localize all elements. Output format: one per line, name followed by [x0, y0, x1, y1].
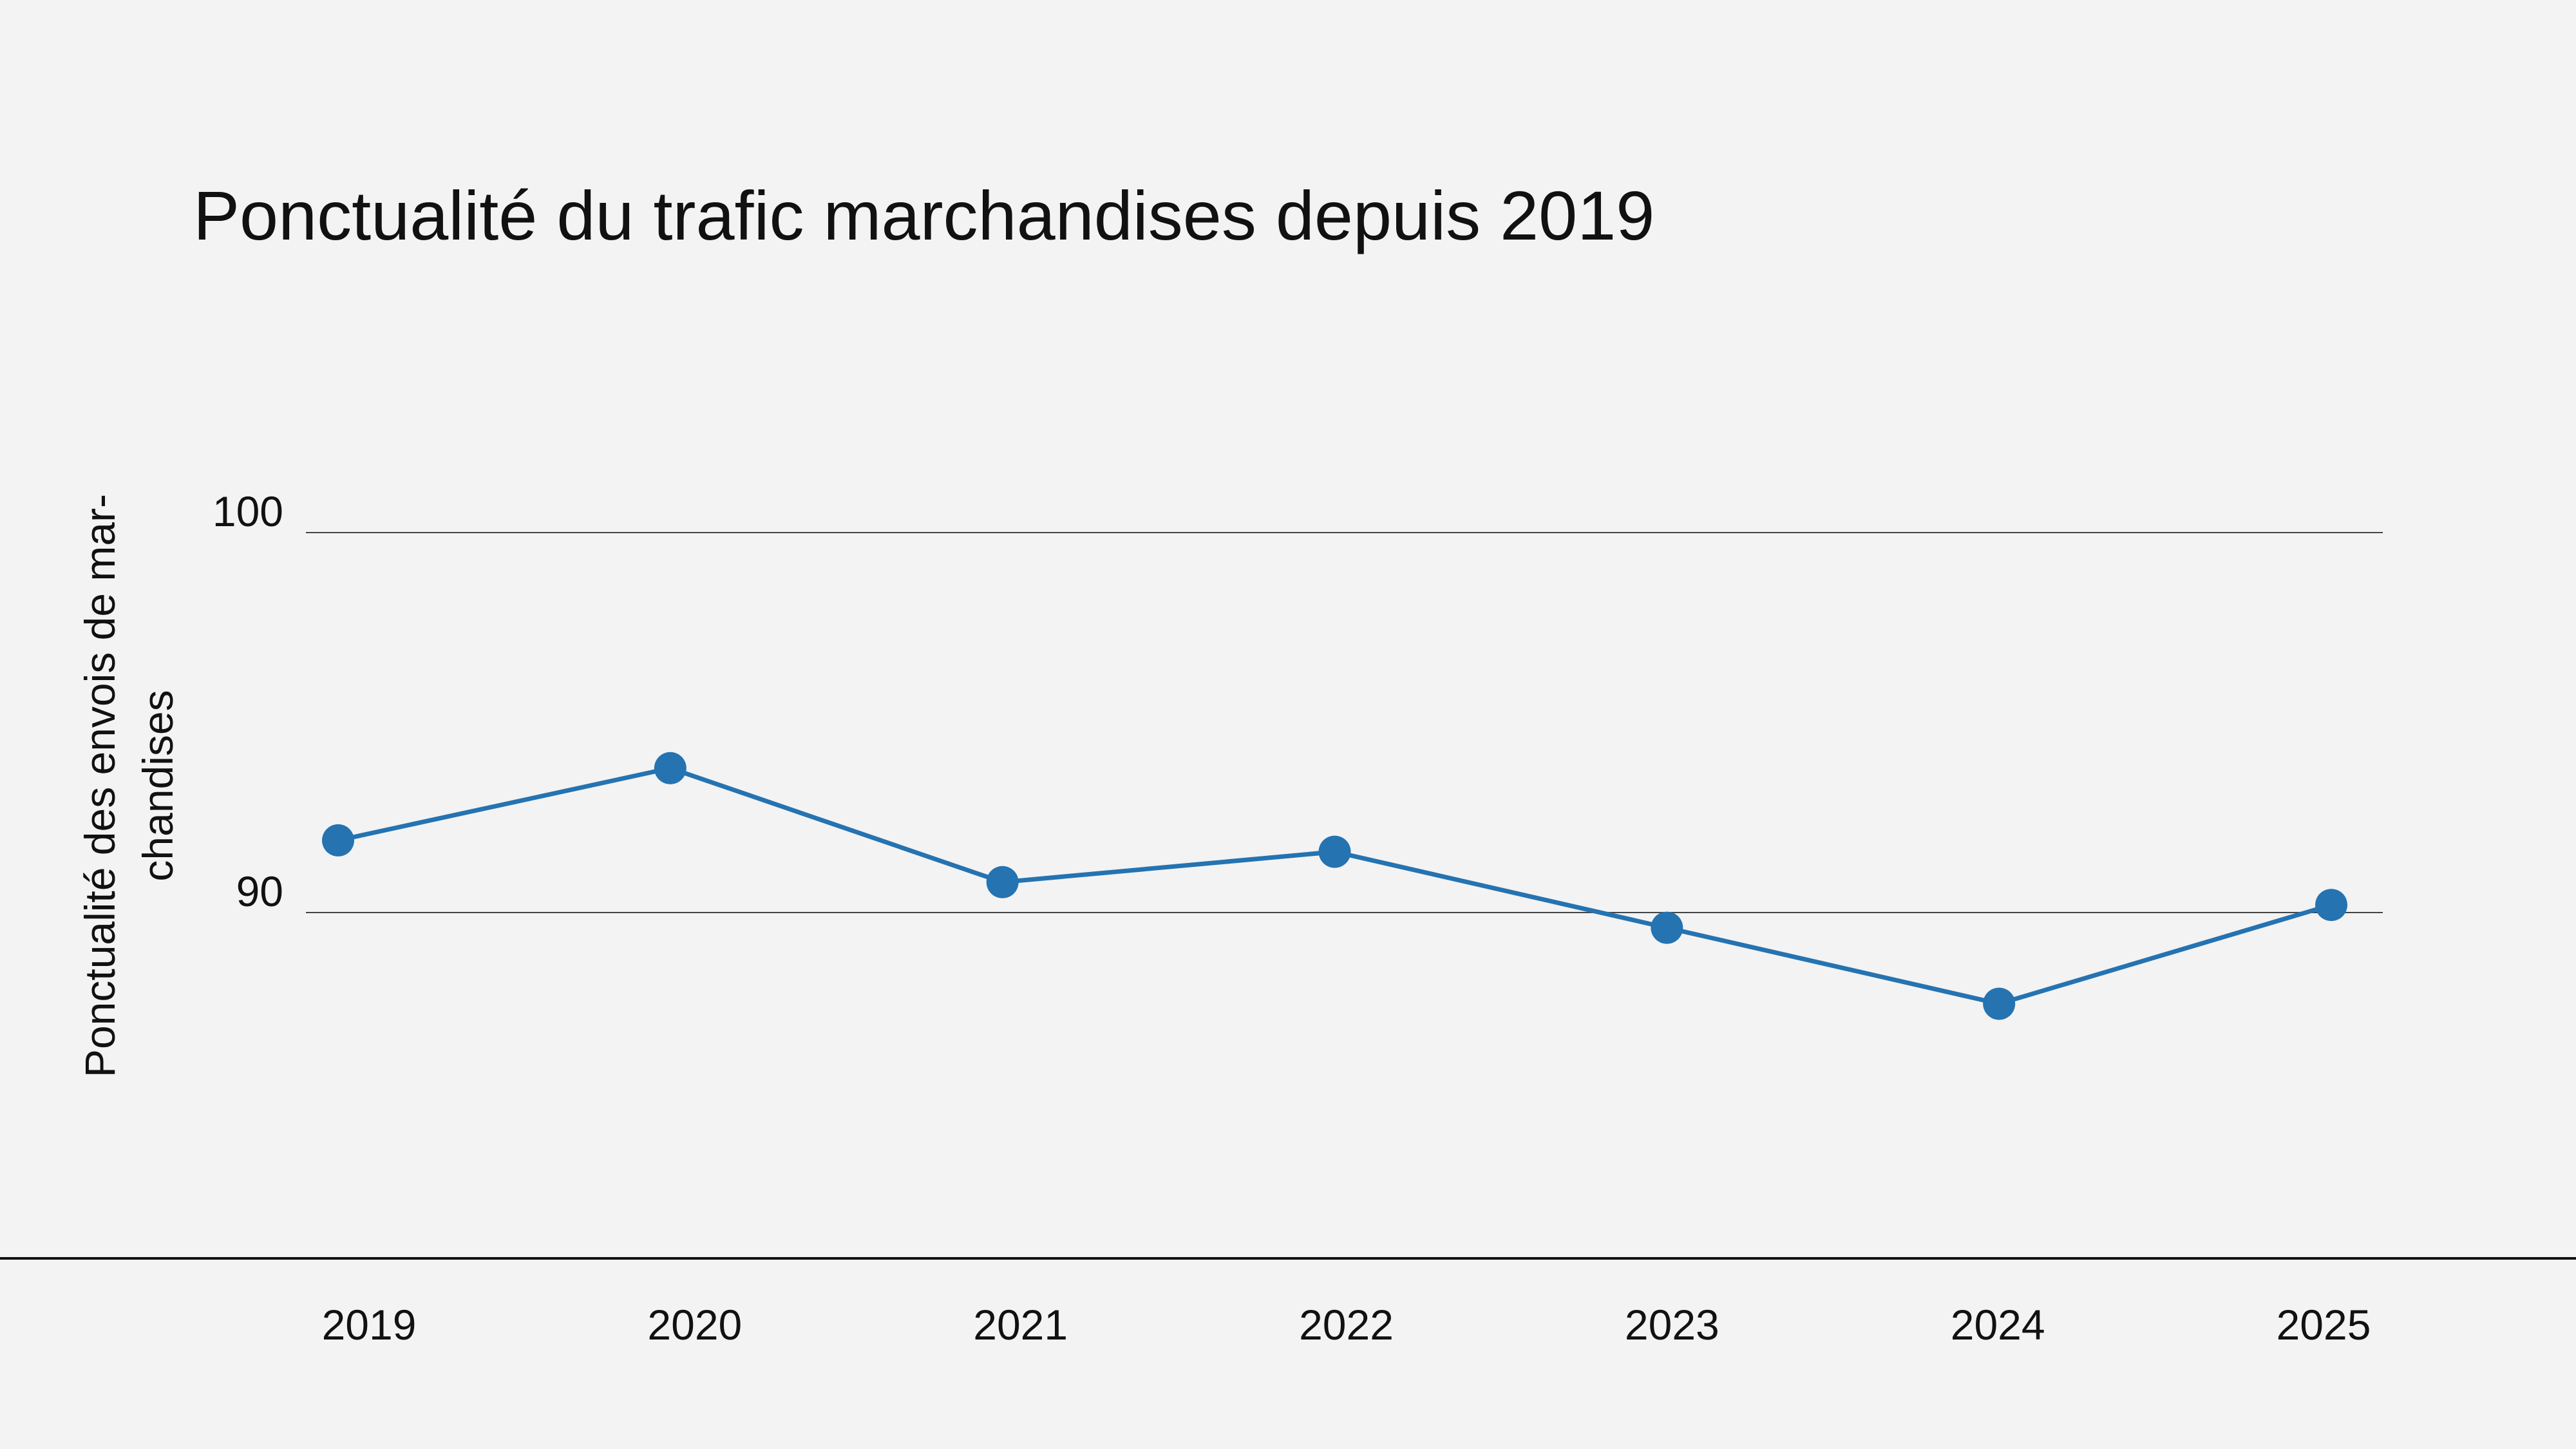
data-point-2019	[322, 824, 354, 857]
x-tick-label-2024: 2024	[1951, 1301, 2045, 1349]
data-point-2021	[986, 866, 1019, 898]
y-tick-label-100: 100	[213, 488, 283, 535]
data-point-2020	[654, 752, 687, 784]
y-axis-title: Ponctualité des envois de mar- chandises	[76, 494, 182, 1077]
x-tick-label-2020: 2020	[647, 1301, 742, 1349]
x-tick-labels: 2019 2020 2021 2022 2023 2024 2025	[322, 1301, 2371, 1349]
x-tick-label-2023: 2023	[1625, 1301, 1719, 1349]
y-axis-title-line-2: chandises	[134, 690, 182, 881]
y-axis-title-line-1: Ponctualité des envois de mar-	[76, 494, 124, 1077]
x-tick-label-2019: 2019	[322, 1301, 417, 1349]
x-tick-label-2022: 2022	[1299, 1301, 1394, 1349]
x-tick-label-2021: 2021	[973, 1301, 1068, 1349]
chart-title: Ponctualité du trafic marchandises depui…	[193, 176, 1654, 254]
x-tick-label-2025: 2025	[2277, 1301, 2371, 1349]
series-line-0	[336, 766, 2334, 1007]
y-tick-label-90: 90	[236, 867, 283, 915]
data-point-2024	[1983, 987, 2016, 1020]
data-point-2022	[1318, 835, 1351, 868]
y-tick-labels: 90 100	[213, 488, 283, 915]
series	[322, 752, 2347, 1020]
gridlines	[306, 532, 2383, 913]
data-point-2023	[1651, 911, 1683, 944]
data-point-2025	[2315, 889, 2347, 922]
